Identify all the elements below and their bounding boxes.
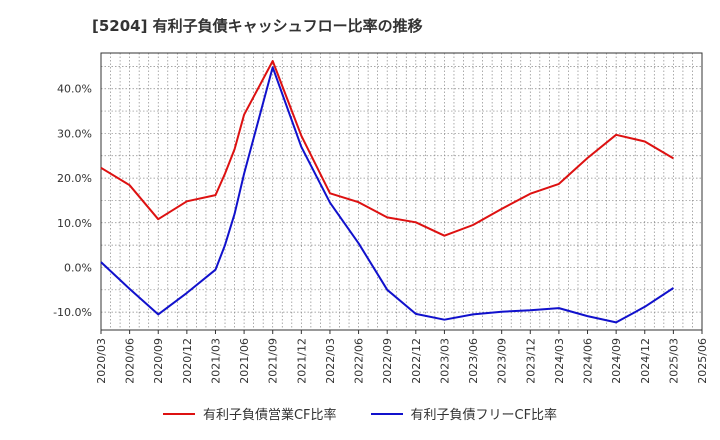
x-tick-label: 2020/12 <box>181 338 194 384</box>
x-tick-label: 2023/12 <box>524 338 537 384</box>
x-tick-label: 2020/09 <box>152 338 165 384</box>
legend-label-free-cf: 有利子負債フリーCF比率 <box>410 408 558 423</box>
x-tick-label: 2021/03 <box>209 338 222 384</box>
chart-title: [5204] 有利子負債キャッシュフロー比率の推移 <box>92 17 423 35</box>
plot-frame <box>100 52 703 331</box>
x-tick-label: 2025/06 <box>696 338 709 384</box>
series-line-0 <box>100 60 674 237</box>
x-tick-label: 2022/12 <box>410 338 423 384</box>
legend-swatch-operating-cf <box>162 412 195 415</box>
y-tick-label: -10.0% <box>53 306 92 319</box>
x-tick-label: 2024/09 <box>610 338 623 384</box>
x-tick-label: 2023/03 <box>438 338 451 384</box>
x-tick-label: 2023/06 <box>467 338 480 384</box>
x-tick-label: 2022/03 <box>324 338 337 384</box>
series-line-1 <box>100 66 674 324</box>
x-tick-label: 2020/03 <box>95 338 108 384</box>
x-tick-label: 2022/09 <box>381 338 394 384</box>
x-tick-label: 2024/06 <box>582 338 595 384</box>
legend-label-operating-cf: 有利子負債営業CF比率 <box>202 408 337 423</box>
x-tick-label: 2024/03 <box>553 338 566 384</box>
legend-swatch-free-cf <box>370 412 403 415</box>
y-tick-label: 40.0% <box>57 83 92 96</box>
x-tick-label: 2021/12 <box>295 338 308 384</box>
legend-item-operating-cf: 有利子負債営業CF比率 <box>162 404 337 423</box>
x-tick-label: 2024/12 <box>639 338 652 384</box>
x-tick-label: 2023/09 <box>496 338 509 384</box>
y-tick-label: 10.0% <box>57 217 92 230</box>
legend: 有利子負債営業CF比率 有利子負債フリーCF比率 <box>0 404 720 423</box>
x-tick-label: 2020/06 <box>124 338 137 384</box>
y-tick-label: 30.0% <box>57 127 92 140</box>
x-tick-label: 2021/06 <box>238 338 251 384</box>
x-tick-label: 2025/03 <box>667 338 680 384</box>
x-tick-label: 2021/09 <box>267 338 280 384</box>
y-tick-label: 0.0% <box>64 261 92 274</box>
x-tick-label: 2022/06 <box>353 338 366 384</box>
y-tick-label: 20.0% <box>57 172 92 185</box>
legend-item-free-cf: 有利子負債フリーCF比率 <box>370 404 558 423</box>
